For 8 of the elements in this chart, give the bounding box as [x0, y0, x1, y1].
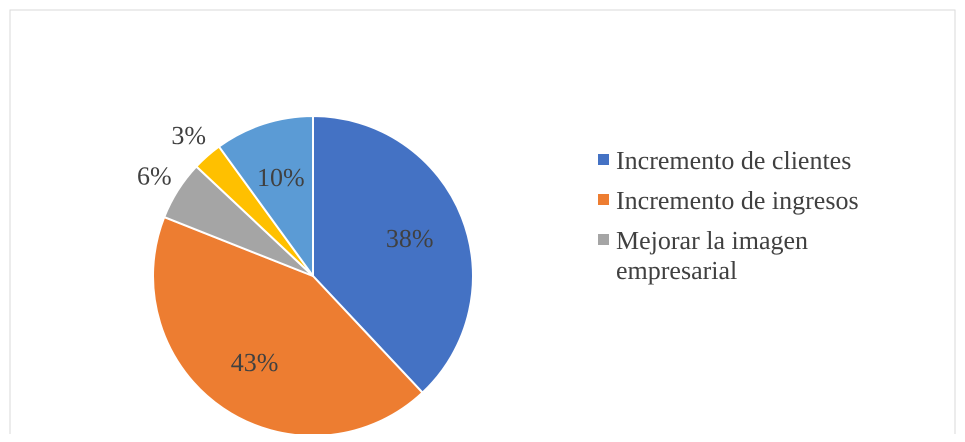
legend-label: Incremento de clientes — [616, 146, 852, 176]
legend-label: Mejorar la imagen empresarial — [616, 226, 808, 286]
legend-label: Incremento de ingresos — [616, 186, 859, 216]
data-label: 38% — [386, 224, 434, 253]
data-label: 43% — [230, 348, 278, 378]
data-label: 10% — [257, 163, 305, 192]
data-label: 3% — [171, 121, 206, 150]
data-label: 6% — [136, 161, 172, 190]
